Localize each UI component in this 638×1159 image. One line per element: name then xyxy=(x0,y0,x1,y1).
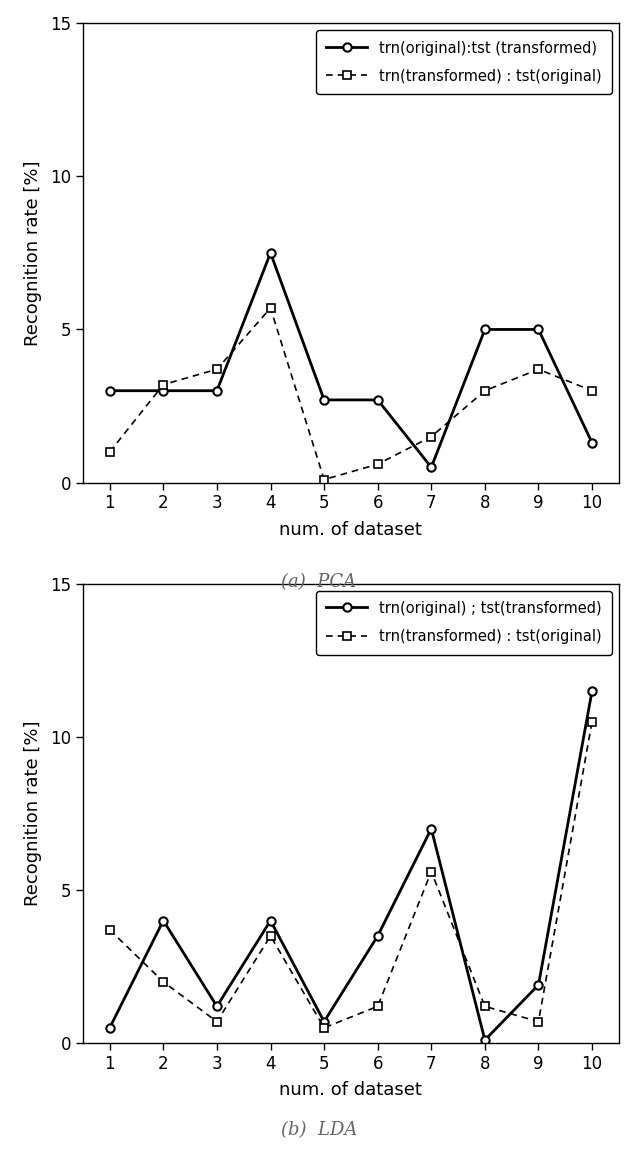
trn(original):tst (transformed) xyxy=(267,246,274,260)
Line: trn(transformed) : tst(original): trn(transformed) : tst(original) xyxy=(105,717,597,1032)
Y-axis label: Recognition rate [%]: Recognition rate [%] xyxy=(24,721,41,906)
trn(original) ; tst(transformed) xyxy=(106,1021,114,1035)
trn(original):tst (transformed) xyxy=(535,322,542,336)
trn(original) ; tst(transformed) xyxy=(374,930,382,943)
trn(transformed) : tst(original): (8, 1.2): tst(original): (8, 1.2) xyxy=(481,999,489,1013)
Y-axis label: Recognition rate [%]: Recognition rate [%] xyxy=(24,160,41,345)
trn(transformed) : tst(original): (1, 3.7): tst(original): (1, 3.7) xyxy=(106,923,114,936)
trn(original):tst (transformed) xyxy=(160,384,167,398)
trn(original):tst (transformed) xyxy=(374,393,382,407)
trn(original) ; tst(transformed) xyxy=(427,822,435,836)
trn(original):tst (transformed) xyxy=(320,393,328,407)
trn(transformed) : tst(original): (10, 10.5): tst(original): (10, 10.5) xyxy=(588,715,596,729)
trn(original) ; tst(transformed) xyxy=(535,978,542,992)
trn(transformed) : tst(original): (3, 0.7): tst(original): (3, 0.7) xyxy=(213,1015,221,1029)
trn(transformed) : tst(original): (4, 5.7): tst(original): (4, 5.7) xyxy=(267,301,274,315)
trn(transformed) : tst(original): (5, 0.1): tst(original): (5, 0.1) xyxy=(320,473,328,487)
trn(transformed) : tst(original): (6, 0.6): tst(original): (6, 0.6) xyxy=(374,458,382,472)
trn(original) ; tst(transformed) xyxy=(588,684,596,698)
trn(original):tst (transformed) xyxy=(106,384,114,398)
Legend: trn(original) ; tst(transformed), trn(transformed) : tst(original): trn(original) ; tst(transformed), trn(tr… xyxy=(316,591,612,655)
trn(transformed) : tst(original): (8, 3): tst(original): (8, 3) xyxy=(481,384,489,398)
Text: (a)  PCA: (a) PCA xyxy=(281,573,357,591)
trn(original) ; tst(transformed) xyxy=(320,1015,328,1029)
trn(transformed) : tst(original): (7, 1.5): tst(original): (7, 1.5) xyxy=(427,430,435,444)
trn(original) ; tst(transformed) xyxy=(160,913,167,927)
Line: trn(transformed) : tst(original): trn(transformed) : tst(original) xyxy=(105,304,597,483)
Legend: trn(original):tst (transformed), trn(transformed) : tst(original): trn(original):tst (transformed), trn(tra… xyxy=(316,30,612,94)
trn(transformed) : tst(original): (7, 5.6): tst(original): (7, 5.6) xyxy=(427,865,435,879)
trn(original) ; tst(transformed) xyxy=(481,1033,489,1047)
trn(transformed) : tst(original): (5, 0.5): tst(original): (5, 0.5) xyxy=(320,1021,328,1035)
trn(transformed) : tst(original): (2, 2): tst(original): (2, 2) xyxy=(160,975,167,989)
trn(original) ; tst(transformed) xyxy=(213,999,221,1013)
X-axis label: num. of dataset: num. of dataset xyxy=(279,520,422,539)
Text: (b)  LDA: (b) LDA xyxy=(281,1121,357,1139)
trn(transformed) : tst(original): (4, 3.5): tst(original): (4, 3.5) xyxy=(267,930,274,943)
trn(transformed) : tst(original): (10, 3): tst(original): (10, 3) xyxy=(588,384,596,398)
trn(transformed) : tst(original): (2, 3.2): tst(original): (2, 3.2) xyxy=(160,378,167,392)
trn(transformed) : tst(original): (6, 1.2): tst(original): (6, 1.2) xyxy=(374,999,382,1013)
trn(original):tst (transformed) xyxy=(588,436,596,450)
trn(transformed) : tst(original): (9, 3.7): tst(original): (9, 3.7) xyxy=(535,363,542,377)
Line: trn(original):tst (transformed): trn(original):tst (transformed) xyxy=(105,249,597,472)
trn(transformed) : tst(original): (9, 0.7): tst(original): (9, 0.7) xyxy=(535,1015,542,1029)
X-axis label: num. of dataset: num. of dataset xyxy=(279,1081,422,1099)
Line: trn(original) ; tst(transformed): trn(original) ; tst(transformed) xyxy=(105,687,597,1044)
trn(original):tst (transformed) xyxy=(427,460,435,474)
trn(original) ; tst(transformed) xyxy=(267,913,274,927)
trn(transformed) : tst(original): (1, 1): tst(original): (1, 1) xyxy=(106,445,114,459)
trn(original):tst (transformed) xyxy=(213,384,221,398)
trn(original):tst (transformed) xyxy=(481,322,489,336)
trn(transformed) : tst(original): (3, 3.7): tst(original): (3, 3.7) xyxy=(213,363,221,377)
